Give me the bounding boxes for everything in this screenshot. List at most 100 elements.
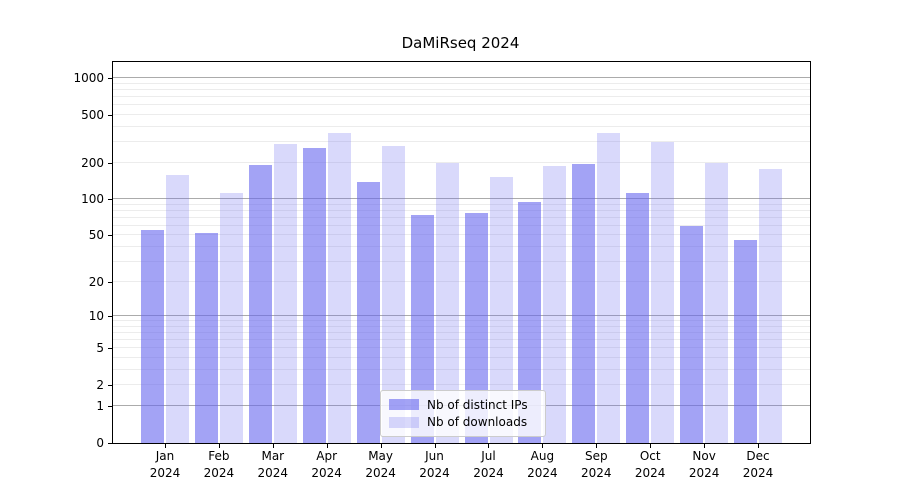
- ytick-label-200: 200: [81, 156, 104, 170]
- bar-oct-distinct-ips: [626, 192, 650, 443]
- gridline-400: [113, 125, 810, 127]
- chart-title: DaMiRseq 2024: [401, 34, 520, 52]
- xtick-month: Apr: [316, 449, 338, 463]
- gridline-300: [113, 140, 810, 142]
- gridline-40: [113, 245, 810, 247]
- gridline-100: [113, 198, 810, 200]
- bar-jan-distinct-ips: [141, 229, 164, 443]
- bar-apr-distinct-ips: [302, 147, 326, 443]
- xtick-mark-oct: [650, 444, 651, 448]
- ytick-mark-2: [108, 385, 112, 386]
- xtick-month: Sep: [584, 449, 608, 463]
- xtick-label-may: May 2024: [354, 448, 408, 482]
- legend-label-downloads: Nb of downloads: [427, 415, 528, 430]
- xtick-month: Nov: [692, 449, 716, 463]
- gridline-80: [113, 210, 810, 211]
- gridline-9: [113, 320, 810, 322]
- gridline-700: [113, 96, 810, 97]
- bar-feb-downloads: [219, 192, 243, 443]
- bar-may-distinct-ips: [356, 181, 380, 443]
- xtick-mark-jul: [488, 444, 489, 448]
- bar-sep-downloads: [597, 132, 621, 443]
- xtick-month: Oct: [639, 449, 661, 463]
- bar-mar-distinct-ips: [248, 164, 272, 443]
- xtick-month: Jul: [481, 449, 496, 463]
- bar-mar-downloads: [273, 144, 297, 443]
- gridline-2: [113, 384, 810, 385]
- bar-sep-distinct-ips: [572, 164, 596, 443]
- ytick-mark-50: [108, 235, 112, 237]
- ytick-mark-200: [108, 163, 112, 164]
- bar-dec-downloads: [759, 168, 782, 443]
- gridline-900: [113, 82, 810, 84]
- bar-nov-distinct-ips: [680, 225, 704, 443]
- ytick-label-20: 20: [88, 275, 104, 290]
- xtick-mark-feb: [219, 444, 220, 448]
- xtick-label-jul: Jul 2024: [462, 448, 516, 482]
- xtick-label-apr: Apr 2024: [300, 448, 354, 482]
- plot-area: Nb of distinct IPs Nb of downloads: [112, 61, 811, 444]
- xtick-mark-dec: [758, 444, 759, 448]
- gridline-4: [113, 357, 810, 358]
- ytick-mark-10: [108, 316, 112, 318]
- gridline-600: [113, 104, 810, 106]
- bar-may-downloads: [381, 145, 405, 443]
- xtick-year: 2024: [203, 466, 235, 480]
- gridline-8: [113, 326, 810, 327]
- xtick-year: 2024: [581, 466, 612, 480]
- xtick-label-dec: Dec 2024: [731, 448, 785, 482]
- xtick-label-nov: Nov 2024: [677, 448, 731, 482]
- legend: Nb of distinct IPs Nb of downloads: [380, 390, 546, 437]
- legend-label-distinct-ips: Nb of distinct IPs: [427, 397, 528, 412]
- xtick-year: 2024: [634, 466, 666, 480]
- gridline-50: [113, 234, 810, 236]
- ytick-label-50: 50: [88, 228, 104, 243]
- xtick-label-oct: Oct 2024: [623, 448, 677, 482]
- ytick-mark-20: [108, 282, 112, 284]
- bar-jun-downloads: [435, 163, 459, 443]
- bar-aug-downloads: [543, 166, 567, 443]
- xtick-mark-nov: [704, 444, 705, 448]
- xtick-mark-jan: [165, 444, 166, 448]
- gridline-10: [113, 315, 810, 317]
- legend-entry-downloads: Nb of downloads: [389, 414, 537, 431]
- ytick-label-500: 500: [81, 107, 104, 122]
- ytick-label-5: 5: [96, 341, 104, 356]
- xtick-label-feb: Feb 2024: [192, 448, 246, 482]
- xtick-month: Jun: [425, 449, 444, 463]
- ytick-mark-1000: [108, 78, 112, 80]
- xtick-month: Mar: [261, 449, 285, 463]
- gridline-20: [113, 281, 810, 283]
- xtick-year: 2024: [419, 466, 450, 480]
- xtick-mark-aug: [542, 444, 543, 448]
- xtick-mark-mar: [273, 444, 274, 448]
- ytick-label-1: 1: [96, 399, 104, 414]
- ytick-label-0: 0: [96, 436, 104, 450]
- gridline-1000: [113, 77, 810, 79]
- ytick-mark-100: [108, 199, 112, 201]
- xtick-month: Jan: [155, 449, 175, 463]
- xtick-year: 2024: [365, 466, 396, 480]
- xtick-year: 2024: [742, 466, 774, 480]
- legend-swatch-downloads: [389, 416, 419, 428]
- ytick-label-1000: 1000: [73, 71, 104, 86]
- ytick-mark-0: [108, 443, 112, 444]
- ytick-label-2: 2: [96, 378, 104, 392]
- xtick-label-jun: Jun 2024: [408, 448, 462, 482]
- gridline-800: [113, 89, 810, 90]
- xtick-year: 2024: [688, 466, 720, 480]
- xtick-year: 2024: [149, 466, 181, 480]
- xtick-mark-may: [381, 444, 382, 448]
- xtick-year: 2024: [527, 466, 558, 480]
- xtick-label-sep: Sep 2024: [569, 448, 623, 482]
- xtick-year: 2024: [257, 466, 289, 480]
- xtick-year: 2024: [473, 466, 504, 480]
- gridline-200: [113, 162, 810, 163]
- xtick-label-jan: Jan 2024: [138, 448, 192, 482]
- bar-jan-downloads: [166, 174, 189, 443]
- bar-dec-distinct-ips: [734, 239, 757, 443]
- xtick-month: Feb: [208, 449, 230, 463]
- xtick-mark-jun: [435, 444, 436, 448]
- ytick-mark-1: [108, 406, 112, 408]
